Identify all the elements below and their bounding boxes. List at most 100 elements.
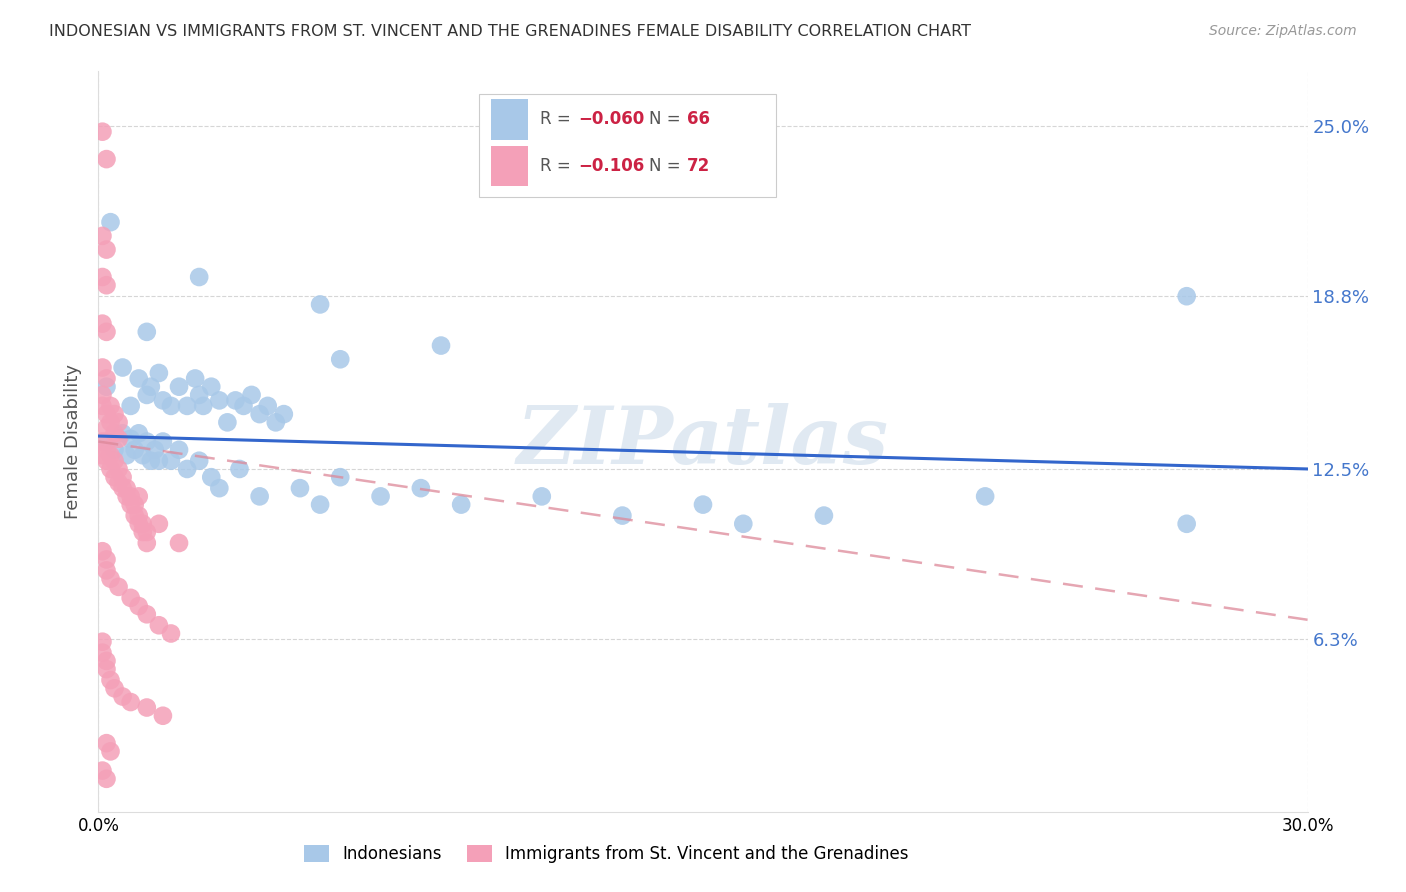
Point — [167, 380, 190, 394]
Point — [91, 388, 114, 402]
Point — [273, 407, 295, 421]
Point — [288, 481, 311, 495]
Point — [91, 317, 114, 331]
Point — [148, 618, 170, 632]
Point — [107, 580, 129, 594]
Point — [193, 399, 215, 413]
Point — [135, 700, 157, 714]
Point — [132, 448, 155, 462]
Point — [208, 393, 231, 408]
Point — [120, 489, 142, 503]
Point — [139, 380, 162, 394]
Point — [96, 563, 118, 577]
Point — [370, 489, 392, 503]
Point — [167, 536, 190, 550]
Point — [107, 415, 129, 429]
Point — [120, 399, 142, 413]
Point — [103, 442, 125, 457]
Point — [91, 270, 114, 285]
Point — [91, 434, 114, 449]
Point — [91, 125, 114, 139]
Point — [96, 736, 118, 750]
Point — [249, 407, 271, 421]
Point — [100, 673, 122, 687]
Point — [115, 489, 138, 503]
Text: INDONESIAN VS IMMIGRANTS FROM ST. VINCENT AND THE GRENADINES FEMALE DISABILITY C: INDONESIAN VS IMMIGRANTS FROM ST. VINCEN… — [49, 24, 972, 39]
Point — [96, 152, 118, 166]
Point — [96, 654, 118, 668]
Point — [612, 508, 634, 523]
Point — [128, 599, 150, 613]
Text: −0.106: −0.106 — [578, 157, 645, 175]
Point — [128, 508, 150, 523]
Point — [188, 388, 211, 402]
Point — [91, 360, 114, 375]
Point — [224, 393, 246, 408]
Point — [128, 371, 150, 385]
Point — [96, 407, 118, 421]
Point — [240, 388, 263, 402]
Point — [135, 325, 157, 339]
Point — [1175, 289, 1198, 303]
Point — [96, 380, 118, 394]
Point — [124, 442, 146, 457]
Point — [107, 462, 129, 476]
Point — [1175, 516, 1198, 531]
Point — [176, 462, 198, 476]
Point — [124, 498, 146, 512]
Point — [530, 489, 553, 503]
Point — [96, 662, 118, 676]
Point — [184, 371, 207, 385]
Point — [96, 243, 118, 257]
Point — [100, 215, 122, 229]
Point — [115, 448, 138, 462]
Point — [96, 371, 118, 385]
Point — [100, 415, 122, 429]
Point — [128, 426, 150, 441]
Point — [249, 489, 271, 503]
Point — [96, 325, 118, 339]
Point — [96, 772, 118, 786]
Point — [309, 498, 332, 512]
Y-axis label: Female Disability: Female Disability — [65, 364, 83, 519]
Text: 72: 72 — [688, 157, 710, 175]
Point — [200, 470, 222, 484]
Point — [103, 454, 125, 468]
Point — [96, 421, 118, 435]
Point — [188, 270, 211, 285]
Point — [132, 516, 155, 531]
Point — [160, 399, 183, 413]
Point — [120, 498, 142, 512]
Point — [208, 481, 231, 495]
Text: R =: R = — [540, 157, 576, 175]
Point — [91, 544, 114, 558]
Point — [100, 448, 122, 462]
Point — [103, 470, 125, 484]
Point — [111, 481, 134, 495]
Point — [124, 508, 146, 523]
Point — [309, 297, 332, 311]
Point — [100, 744, 122, 758]
Point — [135, 524, 157, 539]
Text: ZIPatlas: ZIPatlas — [517, 403, 889, 480]
Point — [329, 352, 352, 367]
Point — [107, 475, 129, 490]
Point — [148, 454, 170, 468]
Point — [143, 442, 166, 457]
Point — [167, 442, 190, 457]
Point — [96, 278, 118, 293]
Point — [128, 516, 150, 531]
Text: R =: R = — [540, 111, 576, 128]
Point — [974, 489, 997, 503]
Point — [96, 434, 118, 449]
Text: N =: N = — [648, 111, 686, 128]
Point — [152, 708, 174, 723]
Point — [148, 516, 170, 531]
Point — [139, 454, 162, 468]
Point — [188, 454, 211, 468]
Point — [450, 498, 472, 512]
Point — [100, 572, 122, 586]
Point — [132, 524, 155, 539]
Point — [96, 454, 118, 468]
Point — [217, 415, 239, 429]
